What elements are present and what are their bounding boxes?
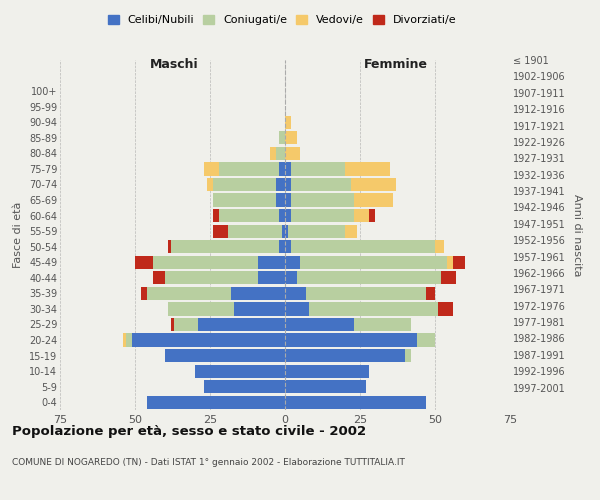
Bar [213,194,276,206]
Bar [285,162,291,175]
Bar [279,209,285,222]
Bar [282,224,285,237]
Bar [213,209,219,222]
Bar [198,318,285,331]
Bar [195,364,285,378]
Bar [213,224,228,237]
Bar [435,240,444,254]
Bar [300,256,447,269]
Bar [204,162,219,175]
Bar [405,349,411,362]
Text: Popolazione per età, sesso e stato civile - 2002: Popolazione per età, sesso e stato civil… [12,425,366,438]
Bar [285,271,297,284]
Bar [441,271,456,284]
Bar [453,256,465,269]
Bar [276,178,285,191]
Bar [141,286,147,300]
Bar [279,131,285,144]
Bar [354,318,411,331]
Bar [147,396,285,409]
Bar [168,302,234,316]
Bar [426,286,435,300]
Bar [228,224,282,237]
Bar [285,396,426,409]
Bar [285,194,291,206]
Bar [279,240,285,254]
Bar [285,146,300,160]
Bar [171,240,279,254]
Bar [258,271,285,284]
Bar [417,334,435,346]
Bar [351,178,396,191]
Bar [345,162,390,175]
Bar [153,256,258,269]
Bar [291,194,354,206]
Bar [213,178,276,191]
Bar [285,364,369,378]
Bar [285,240,291,254]
Bar [123,334,126,346]
Bar [291,178,351,191]
Bar [345,224,357,237]
Legend: Celibi/Nubili, Coniugati/e, Vedovi/e, Divorziati/e: Celibi/Nubili, Coniugati/e, Vedovi/e, Di… [103,10,461,30]
Bar [285,131,297,144]
Bar [165,349,285,362]
Bar [285,224,288,237]
Bar [207,178,213,191]
Y-axis label: Fasce di età: Fasce di età [13,202,23,268]
Bar [285,286,306,300]
Bar [447,256,453,269]
Y-axis label: Anni di nascita: Anni di nascita [572,194,583,276]
Bar [291,162,345,175]
Bar [270,146,276,160]
Bar [219,209,279,222]
Bar [231,286,285,300]
Bar [285,178,291,191]
Bar [354,209,369,222]
Bar [219,162,279,175]
Bar [204,380,285,394]
Bar [174,318,198,331]
Text: Femmine: Femmine [364,58,428,71]
Bar [132,334,285,346]
Bar [168,240,171,254]
Bar [279,162,285,175]
Bar [276,146,285,160]
Bar [285,256,300,269]
Bar [153,271,165,284]
Text: Maschi: Maschi [149,58,199,71]
Bar [126,334,132,346]
Bar [438,302,453,316]
Bar [147,286,231,300]
Bar [285,334,417,346]
Text: COMUNE DI NOGAREDO (TN) - Dati ISTAT 1° gennaio 2002 - Elaborazione TUTTITALIA.I: COMUNE DI NOGAREDO (TN) - Dati ISTAT 1° … [12,458,405,467]
Bar [285,116,291,129]
Bar [165,271,258,284]
Bar [288,224,345,237]
Bar [309,302,438,316]
Bar [135,256,153,269]
Bar [306,286,426,300]
Bar [285,349,405,362]
Bar [285,209,291,222]
Bar [285,302,309,316]
Bar [297,271,441,284]
Bar [291,209,354,222]
Bar [291,240,435,254]
Bar [354,194,393,206]
Bar [369,209,375,222]
Bar [234,302,285,316]
Bar [171,318,174,331]
Bar [285,318,354,331]
Bar [285,380,366,394]
Bar [258,256,285,269]
Bar [276,194,285,206]
